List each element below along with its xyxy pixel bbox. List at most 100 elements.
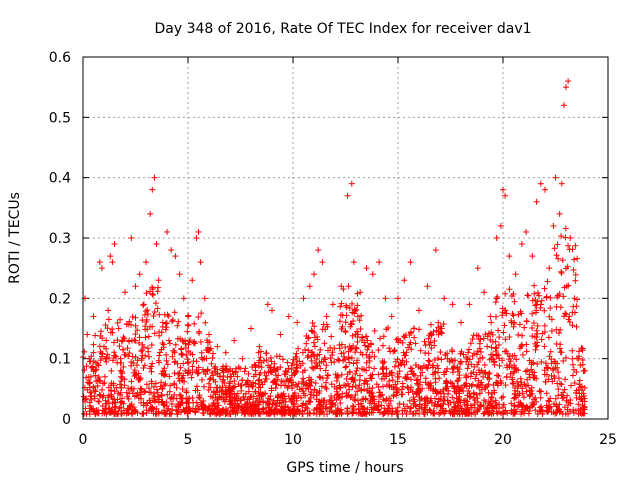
roti-point (336, 318, 343, 325)
roti-point (347, 346, 354, 353)
roti-point (555, 406, 562, 413)
roti-point (169, 353, 176, 360)
roti-point (533, 334, 540, 341)
roti-point (109, 357, 116, 364)
roti-point (526, 371, 533, 378)
roti-point (313, 405, 320, 412)
roti-point (86, 355, 93, 362)
roti-point (457, 403, 464, 410)
roti-point (179, 386, 186, 393)
roti-point (503, 362, 510, 369)
roti-point (371, 365, 378, 372)
roti-point (241, 368, 248, 375)
roti-point (108, 393, 115, 400)
roti-point (523, 348, 530, 355)
roti-point (496, 334, 503, 341)
roti-point (336, 410, 343, 417)
roti-point (112, 403, 119, 410)
roti-point (558, 270, 565, 277)
roti-point (510, 369, 517, 376)
roti-point (548, 328, 555, 335)
roti-point (116, 381, 123, 388)
roti-point (117, 316, 124, 323)
roti-point (89, 363, 96, 370)
roti-point (501, 322, 508, 329)
roti-point (104, 351, 111, 358)
roti-point (159, 319, 166, 326)
roti-point (574, 296, 581, 303)
roti-point (385, 400, 392, 407)
roti-point (567, 397, 574, 404)
roti-point (101, 373, 108, 380)
roti-point (421, 410, 428, 417)
roti-point (302, 400, 309, 407)
roti-point (185, 360, 192, 367)
roti-point (214, 366, 221, 373)
roti-point (156, 311, 163, 318)
roti-point (555, 330, 562, 337)
roti-point (343, 363, 350, 370)
roti-point (159, 398, 166, 405)
roti-point (526, 357, 533, 364)
roti-point (477, 402, 484, 409)
roti-point (102, 397, 109, 404)
roti-point (155, 357, 162, 364)
roti-point (347, 323, 354, 330)
roti-point (496, 355, 503, 362)
roti-point (97, 378, 104, 385)
roti-point (329, 301, 336, 308)
roti-point (366, 390, 373, 397)
roti-point (305, 334, 312, 341)
roti-point (344, 408, 351, 415)
roti-point (258, 364, 265, 371)
roti-point (260, 357, 267, 364)
roti-point (352, 383, 359, 390)
roti-point (195, 228, 202, 235)
roti-point (474, 407, 481, 414)
roti-point (171, 309, 178, 316)
roti-point (391, 347, 398, 354)
roti-point (414, 376, 421, 383)
roti-point (339, 312, 346, 319)
roti-point (167, 382, 174, 389)
roti-point (262, 375, 269, 382)
roti-point (114, 319, 121, 326)
roti-point (340, 349, 347, 356)
roti-point (99, 380, 106, 387)
roti-point (490, 382, 497, 389)
roti-point (575, 401, 582, 408)
roti-point (193, 399, 200, 406)
x-axis-label: GPS time / hours (286, 460, 403, 476)
roti-point (447, 410, 454, 417)
roti-point (257, 369, 264, 376)
roti-point (208, 369, 215, 376)
roti-point (454, 405, 461, 412)
roti-point (453, 395, 460, 402)
roti-point (200, 383, 207, 390)
roti-point (301, 367, 308, 374)
roti-point (152, 398, 159, 405)
roti-point (289, 360, 296, 367)
roti-point (242, 381, 249, 388)
roti-point (154, 389, 161, 396)
roti-point (426, 358, 433, 365)
roti-point (576, 377, 583, 384)
roti-point (159, 368, 166, 375)
roti-point (388, 313, 395, 320)
roti-point (308, 389, 315, 396)
roti-point (537, 304, 544, 311)
roti-point (291, 403, 298, 410)
roti-point (243, 407, 250, 414)
roti-point (407, 405, 414, 412)
roti-point (171, 381, 178, 388)
roti-point (155, 399, 162, 406)
roti-point (82, 405, 89, 412)
roti-point (476, 384, 483, 391)
roti-point (193, 366, 200, 373)
roti-point (143, 259, 149, 266)
roti-point (106, 354, 113, 361)
roti-point (391, 363, 398, 370)
roti-point (90, 405, 97, 412)
roti-point (364, 381, 371, 388)
